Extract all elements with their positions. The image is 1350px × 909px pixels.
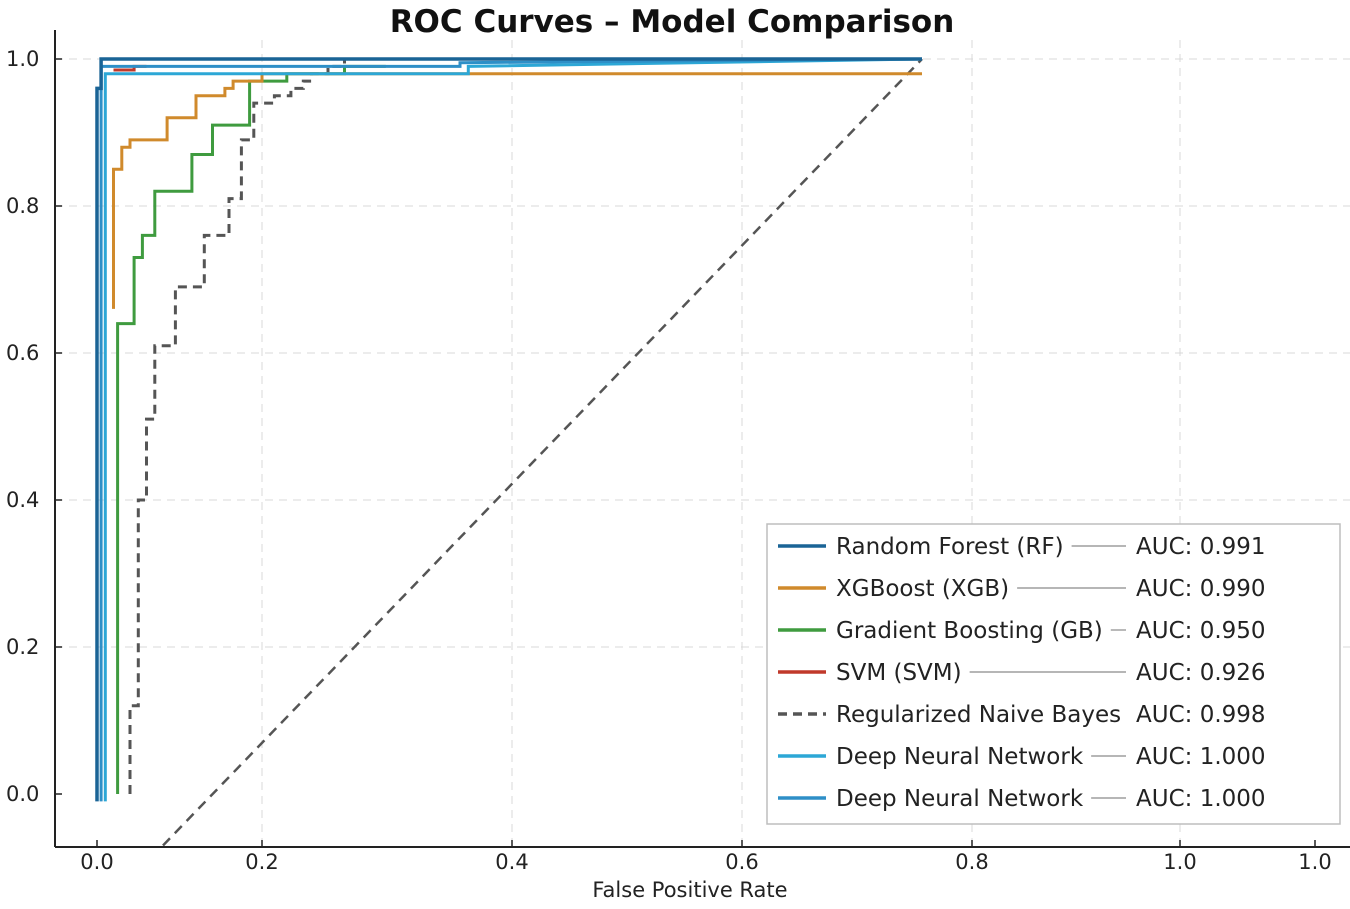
series-line-0 [95, 57, 922, 802]
x-tick-label-2: 0.4 [495, 850, 528, 874]
y-ticks: 0.0 0.2 0.4 0.6 0.8 1.0 [6, 47, 62, 806]
y-tick-label-4: 0.8 [6, 194, 39, 218]
legend-label-6: Deep Neural Network [836, 786, 1084, 812]
y-tick-label-1: 0.2 [6, 635, 39, 659]
x-tick-label-3: 0.6 [725, 850, 758, 874]
legend-auc-2: AUC: 0.950 [1136, 618, 1266, 644]
x-tick-label-4: 0.8 [955, 850, 988, 874]
series-line-4 [128, 57, 922, 794]
legend-auc-1: AUC: 0.990 [1136, 576, 1266, 602]
x-tick-label-6: 1.0 [1298, 850, 1331, 874]
series-layer [95, 57, 923, 802]
x-tick-label-1: 0.2 [245, 850, 278, 874]
series-line-2 [116, 64, 386, 794]
x-tick-label-0: 0.0 [80, 850, 113, 874]
y-tick-label-3: 0.6 [6, 341, 39, 365]
reference-diagonal-line [162, 58, 923, 847]
legend-label-3: SVM (SVM) [836, 660, 962, 686]
legend-box [766, 523, 1341, 825]
y-tick-label-5: 1.0 [6, 47, 39, 71]
legend-label-0: Random Forest (RF) [836, 534, 1064, 560]
reference-diagonal-layer [162, 58, 923, 847]
y-tick-label-0: 0.0 [6, 782, 39, 806]
x-ticks: 0.0 0.2 0.4 0.6 0.8 1.0 1.0 [80, 840, 1332, 874]
series-line-6 [99, 57, 923, 802]
legend-label-4: Regularized Naive Bayes [836, 702, 1121, 728]
legend: Random Forest (RF) AUC: 0.991 XGBoost (XGB… [766, 523, 1341, 825]
series-line-1 [112, 72, 922, 309]
x-tick-label-5: 1.0 [1163, 850, 1196, 874]
x-axis-label: False Positive Rate [592, 878, 787, 902]
chart-title: ROC Curves – Model Comparison [390, 4, 955, 40]
legend-label-1: XGBoost (XGB) [836, 576, 1009, 602]
axes [54, 30, 1350, 848]
legend-label-5: Deep Neural Network [836, 744, 1084, 770]
legend-auc-5: AUC: 1.000 [1136, 744, 1266, 770]
legend-auc-6: AUC: 1.000 [1136, 786, 1266, 812]
legend-auc-4: AUC: 0.998 [1136, 702, 1266, 728]
legend-auc-3: AUC: 0.926 [1136, 660, 1266, 686]
legend-label-2: Gradient Boosting (GB) [836, 618, 1103, 644]
series-line-5 [103, 57, 923, 802]
legend-items: Random Forest (RF) AUC: 0.991 XGBoost (XGB… [778, 534, 1266, 812]
y-tick-label-2: 0.4 [6, 488, 39, 512]
legend-auc-0: AUC: 0.991 [1136, 534, 1266, 560]
